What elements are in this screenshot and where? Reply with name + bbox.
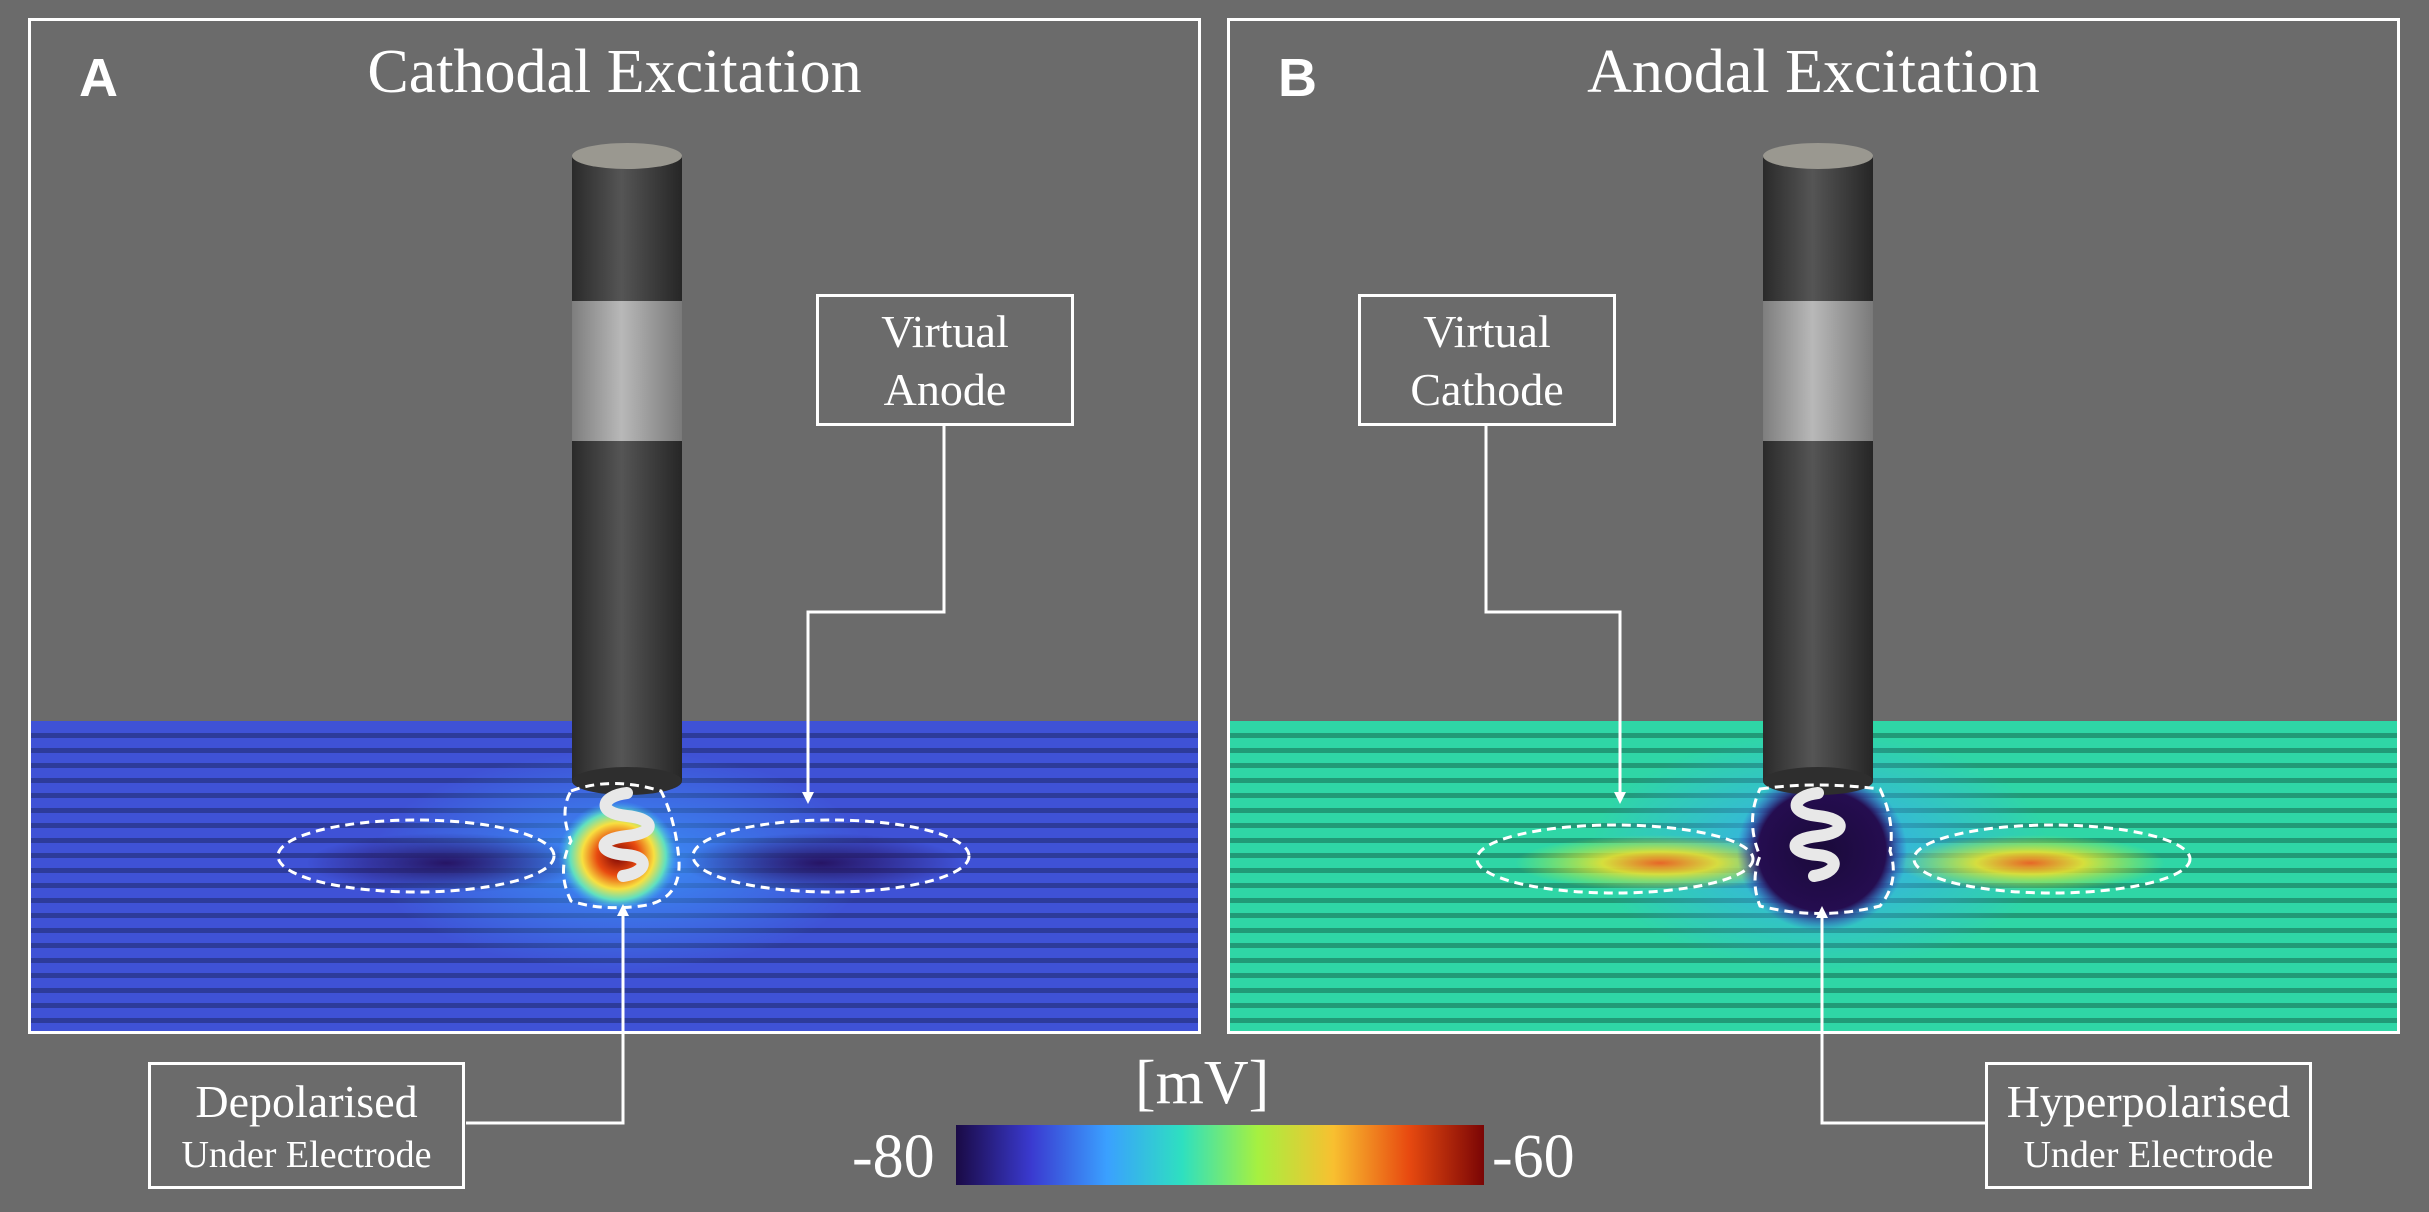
dashed-outlines <box>1475 783 2192 915</box>
fibre-stripe <box>1230 973 2397 978</box>
fibre-stripe <box>31 1003 1198 1008</box>
callout-line2: Under Electrode <box>181 1134 432 1176</box>
coil-icon <box>1789 787 1846 882</box>
callout-depolarised: Depolarised Under Electrode <box>148 1062 465 1189</box>
callout-line1: Virtual <box>1423 306 1551 357</box>
callout-line2: Under Electrode <box>2023 1134 2274 1176</box>
virtual-electrode-left-region <box>1515 835 1805 891</box>
virtual-electrode-right-region <box>681 833 961 893</box>
callout-line1: Virtual <box>881 306 1009 357</box>
callout-virtual-cathode: Virtual Cathode <box>1358 294 1616 426</box>
virtual-electrode-left-region <box>306 833 586 893</box>
colorbar-gradient <box>956 1125 1484 1185</box>
callout-hyperpolarised: Hyperpolarised Under Electrode <box>1985 1062 2312 1189</box>
virtual-electrode-right-region <box>1895 835 2165 891</box>
panel-title: Cathodal Excitation <box>367 38 862 106</box>
callout-line2: Cathode <box>1410 364 1564 415</box>
panel-anodal: B Anodal Excitation Virtual Cathode <box>1227 18 2400 1034</box>
fibre-stripe <box>31 973 1198 978</box>
colorbar-unit: [mV] <box>1135 1049 1270 1117</box>
panel-cathodal: A Cathodal Excitation Virtual Anode <box>28 18 1201 1034</box>
callout-virtual-anode: Virtual Anode <box>816 294 1074 426</box>
fibre-stripe <box>31 988 1198 993</box>
panel-letter: B <box>1278 48 1317 108</box>
callout-line2: Anode <box>883 364 1007 415</box>
panel-a-illustration <box>31 143 1198 1031</box>
fibre-stripe <box>1230 988 2397 993</box>
callout-line1: Hyperpolarised <box>2006 1076 2291 1127</box>
coil-icon <box>598 787 655 882</box>
electrode <box>1763 143 1873 795</box>
colorbar-max-label: -60 <box>1492 1123 1575 1191</box>
panel-title: Anodal Excitation <box>1587 38 2040 106</box>
fibre-stripe <box>31 1018 1198 1023</box>
colorbar-min-label: -80 <box>852 1123 935 1191</box>
electrode <box>572 143 682 795</box>
panel-letter: A <box>79 48 118 108</box>
fibre-stripe <box>1230 1003 2397 1008</box>
callout-line1: Depolarised <box>195 1076 418 1127</box>
dashed-outlines <box>276 782 971 910</box>
panel-b-illustration <box>1230 143 2397 1031</box>
fibre-stripe <box>1230 1018 2397 1023</box>
